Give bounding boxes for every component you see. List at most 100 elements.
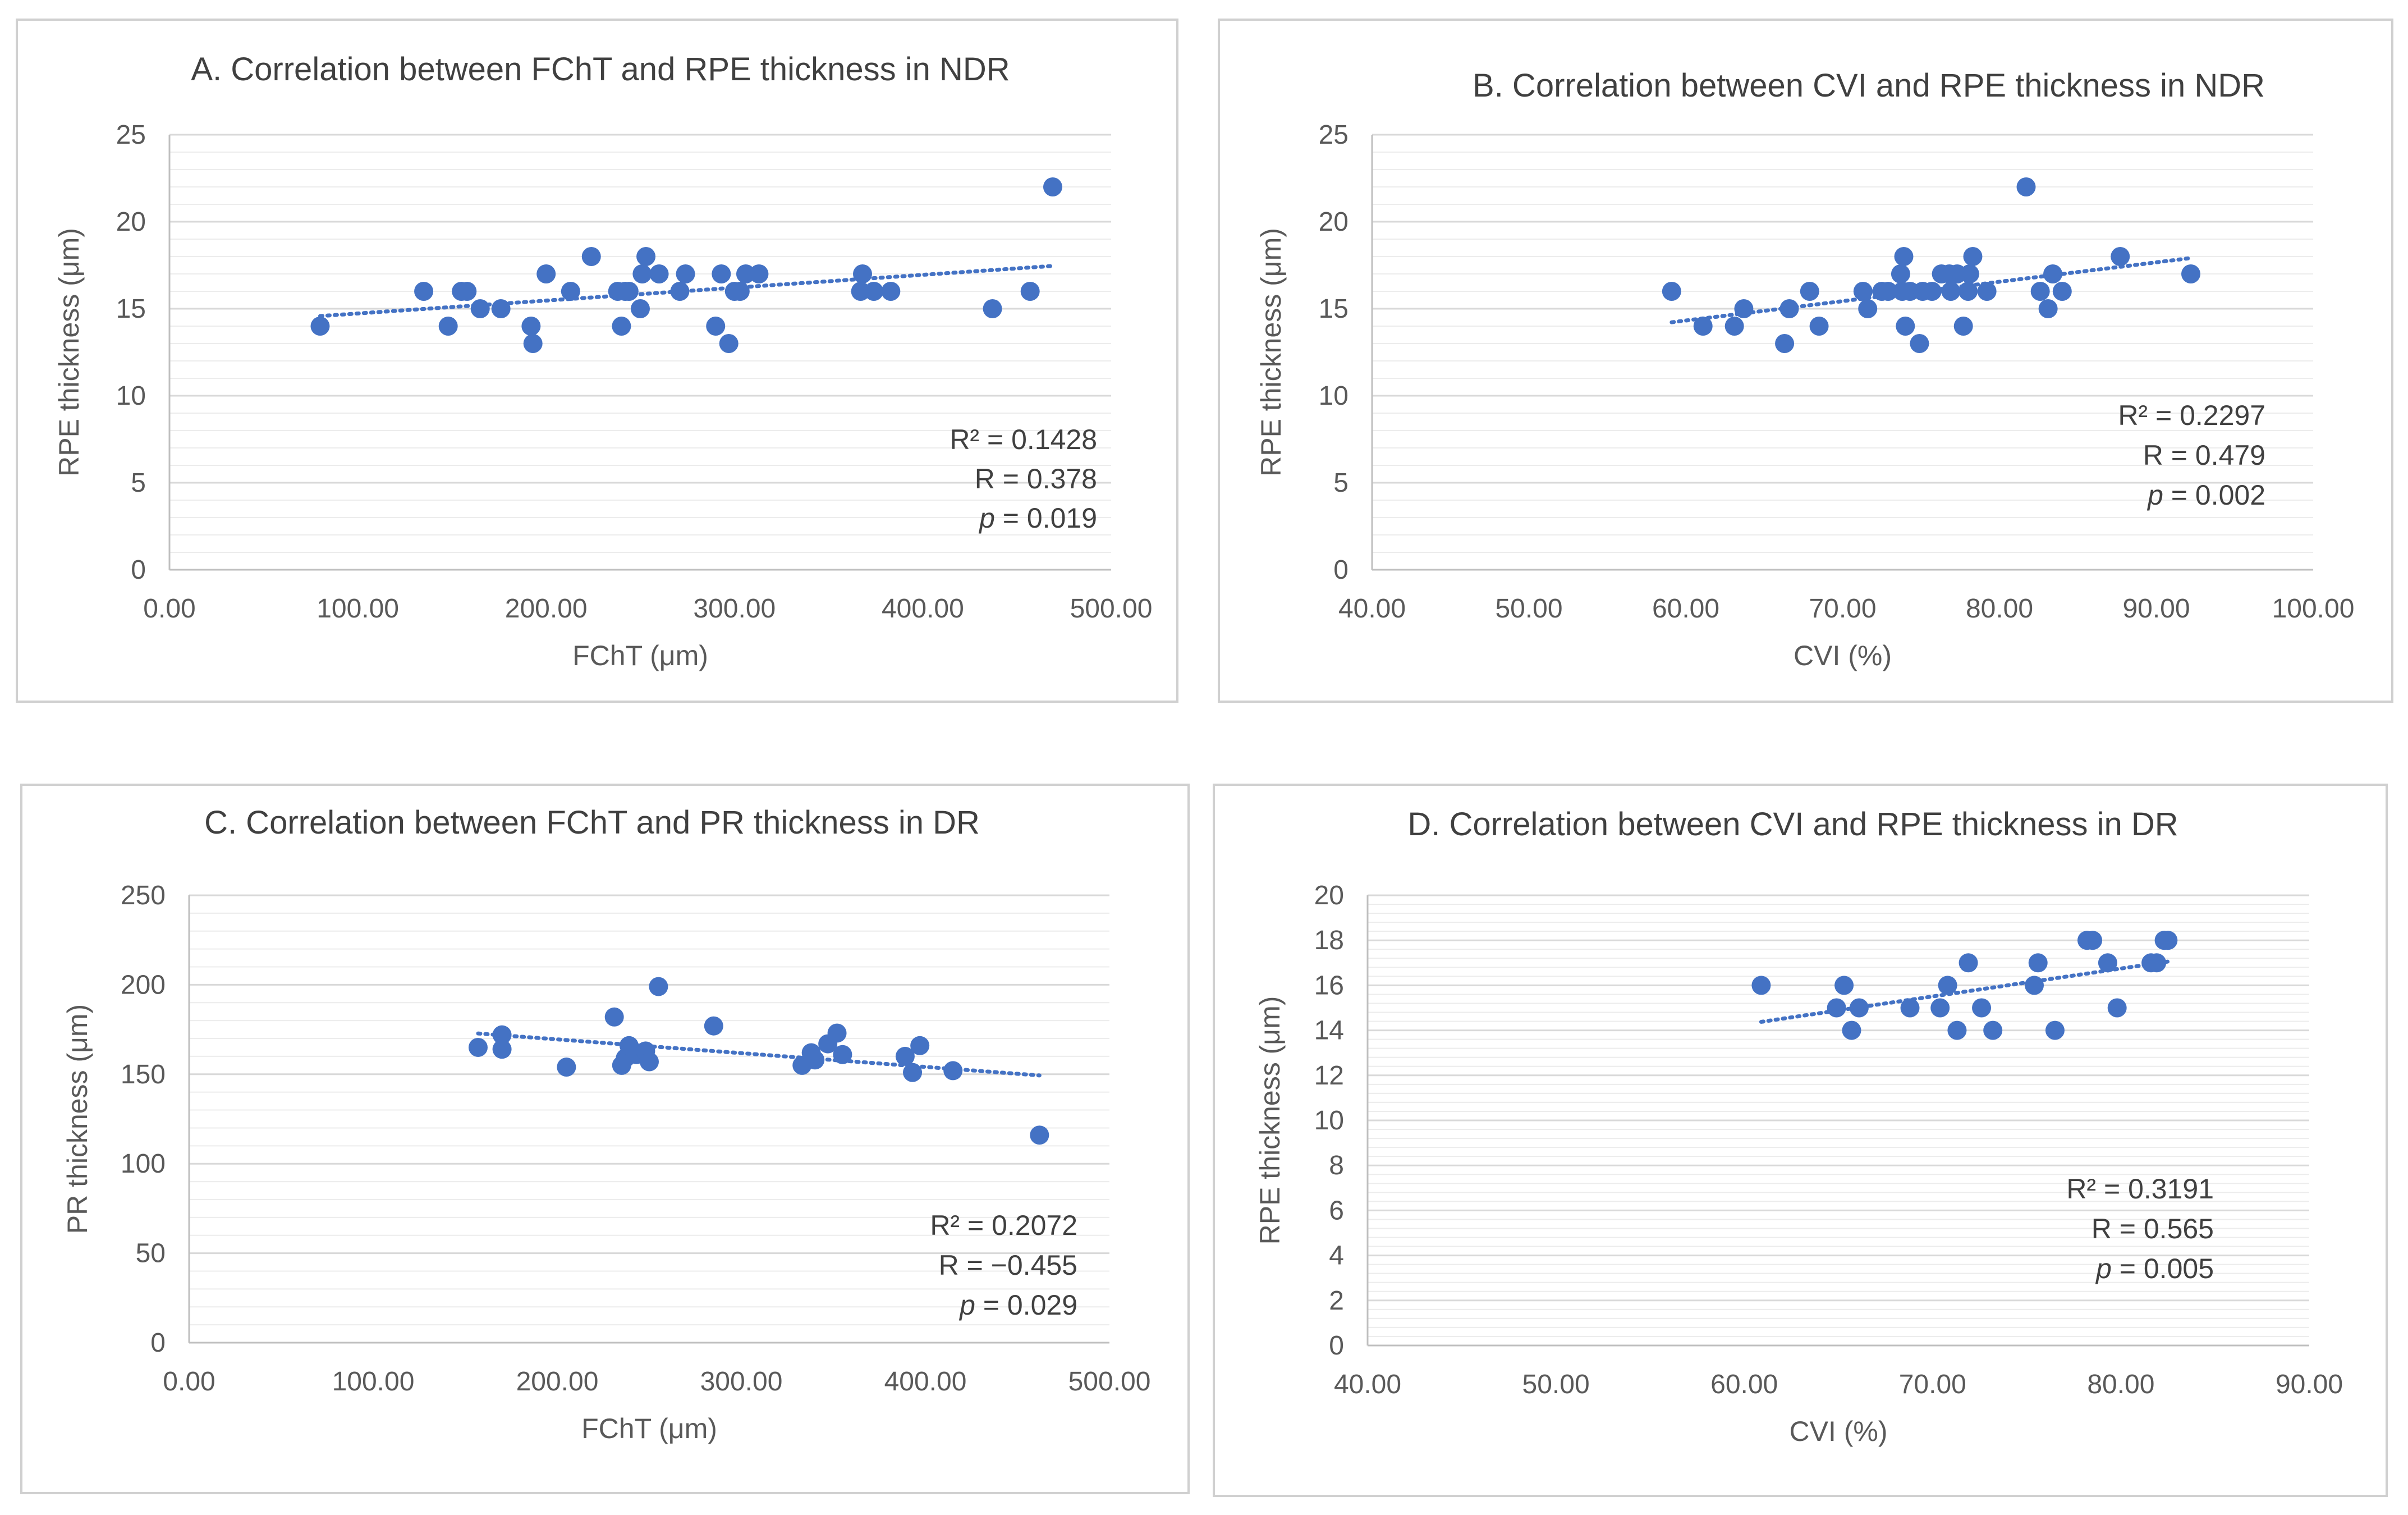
data-point [719, 334, 739, 353]
x-tick-label: 60.00 [1710, 1370, 1778, 1399]
data-point [1858, 299, 1878, 318]
data-point [1775, 334, 1795, 353]
x-tick-label: 500.00 [1070, 594, 1153, 624]
y-tick-label: 0 [150, 1328, 166, 1358]
data-point [470, 299, 490, 318]
data-point [640, 1052, 659, 1072]
x-tick-label: 300.00 [693, 594, 776, 624]
x-tick-label: 200.00 [516, 1367, 599, 1397]
chart-panel-a: 0 5 10 15 20 25 0.00 100.00 200.00 300.00 400.00 50… [16, 19, 1178, 703]
data-point [1930, 998, 1950, 1018]
stat-annotation: R² = 0.2072 [930, 1210, 1077, 1241]
panel-frame [1213, 784, 2388, 1497]
y-tick-label: 15 [116, 294, 146, 324]
data-point [1896, 317, 1915, 336]
x-tick-label: 500.00 [1068, 1367, 1151, 1397]
data-point [2045, 1020, 2065, 1040]
x-tick-label: 0.00 [143, 594, 195, 624]
data-points [1662, 177, 2200, 353]
data-point [536, 264, 556, 283]
data-point [1800, 282, 1819, 301]
x-tick-label: 50.00 [1522, 1370, 1590, 1399]
data-point [1043, 177, 1062, 196]
data-point [903, 1063, 923, 1082]
data-point [1779, 299, 1799, 318]
major-gridlines [189, 894, 1109, 1255]
y-tick-label: 10 [1319, 381, 1349, 411]
x-axis-title: CVI (%) [1790, 1416, 1888, 1447]
x-tick-label: 80.00 [1966, 594, 2033, 624]
y-tick-label: 20 [1319, 207, 1349, 237]
data-point [649, 977, 668, 996]
data-point [2098, 953, 2117, 973]
y-tick-label: 50 [136, 1239, 166, 1269]
minor-gridlines [1372, 152, 2313, 553]
data-point [2181, 264, 2200, 283]
chart-title: C. Correlation between FChT and PR thick… [204, 804, 980, 841]
stat-annotation: R = 0.479 [2143, 440, 2265, 471]
y-tick-label: 15 [1319, 294, 1349, 324]
stat-annotation: R² = 0.1428 [950, 424, 1097, 455]
y-axis-title: RPE thickness (μm) [1254, 996, 1286, 1245]
x-tick-label: 50.00 [1495, 594, 1562, 624]
data-point [414, 282, 434, 301]
data-point [1960, 264, 1979, 283]
y-tick-label: 16 [1314, 971, 1344, 1000]
y-tick-label: 25 [1319, 120, 1349, 150]
data-point [1963, 247, 1983, 266]
stat-annotation: R = 0.378 [975, 463, 1097, 495]
data-point [2083, 931, 2103, 950]
stat-annotation: R = 0.565 [2091, 1213, 2214, 1244]
data-point [1938, 976, 1957, 995]
data-point [676, 264, 695, 283]
data-point [1724, 317, 1744, 336]
chart-panel-c: 0 50 100 150 200 250 0.00 100.00 200.00 300.00 400… [20, 784, 1190, 1494]
data-point [1947, 1020, 1967, 1040]
y-tick-label: 5 [1333, 468, 1349, 498]
x-tick-label: 200.00 [505, 594, 588, 624]
stat-annotation: p = 0.005 [2095, 1253, 2214, 1284]
data-point [468, 1037, 488, 1057]
y-tick-label: 100 [121, 1149, 166, 1179]
stat-annotation: p = 0.002 [2146, 479, 2265, 511]
data-point [557, 1058, 576, 1077]
data-point [1953, 317, 1973, 336]
data-point [632, 264, 652, 283]
x-tick-label: 60.00 [1652, 594, 1719, 624]
data-point [833, 1045, 852, 1064]
data-point [1900, 998, 1920, 1018]
x-axis-title: FChT (μm) [581, 1413, 717, 1444]
data-points [310, 177, 1062, 353]
data-point [1809, 317, 1829, 336]
y-tick-label: 250 [121, 881, 166, 910]
data-point [1977, 282, 1997, 301]
data-point [2158, 931, 2178, 950]
x-tick-label: 100.00 [317, 594, 399, 624]
data-point [1751, 976, 1771, 995]
data-point [636, 247, 656, 266]
x-tick-label: 100.00 [332, 1367, 415, 1397]
data-point [2030, 282, 2050, 301]
data-point [1662, 282, 1681, 301]
y-tick-label: 20 [1314, 881, 1344, 910]
data-point [492, 1025, 512, 1045]
minor-gridlines [169, 152, 1111, 553]
data-point [649, 264, 669, 283]
x-tick-label: 100.00 [2272, 594, 2355, 624]
y-tick-label: 8 [1329, 1151, 1344, 1180]
stat-annotation: p = 0.029 [958, 1289, 1077, 1321]
data-point [1894, 247, 1914, 266]
data-point [943, 1061, 963, 1081]
data-point [749, 264, 769, 283]
data-point [712, 264, 731, 283]
y-tick-label: 10 [1314, 1106, 1344, 1136]
chart-title: D. Correlation between CVI and RPE thick… [1407, 806, 2178, 843]
data-point [1910, 334, 1929, 353]
data-point [2052, 282, 2072, 301]
data-point [1834, 976, 1854, 995]
y-tick-label: 18 [1314, 926, 1344, 955]
data-point [457, 282, 477, 301]
data-point [983, 299, 1002, 318]
data-point [1958, 953, 1978, 973]
data-point [1020, 282, 1040, 301]
